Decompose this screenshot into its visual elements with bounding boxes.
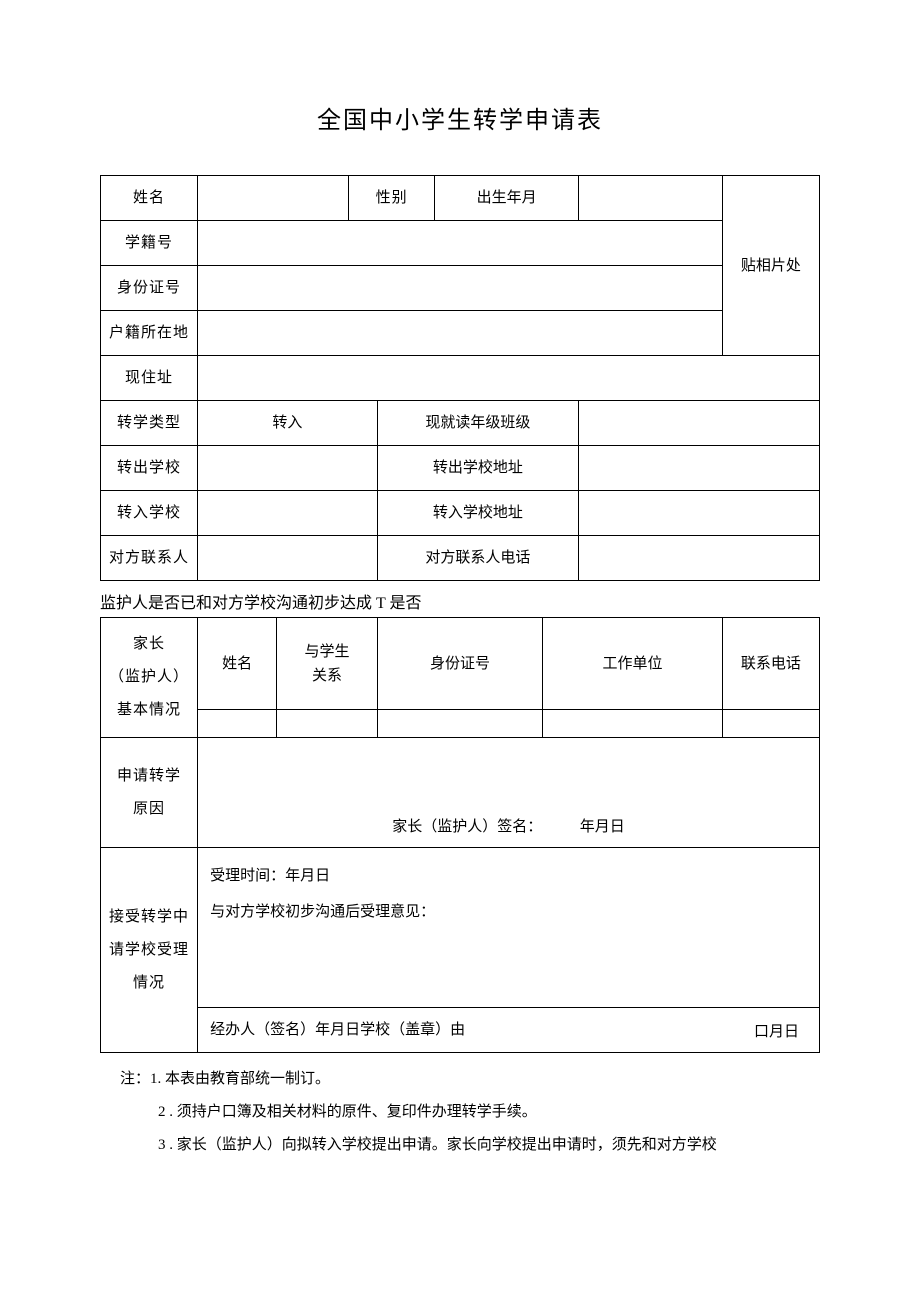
page-title: 全国中小学生转学申请表 bbox=[100, 100, 820, 135]
note-3: 3 . 家长（监护人）向拟转入学校提出申请。家长向学校提出申请时，须先和对方学校 bbox=[120, 1129, 820, 1162]
accept-opinion: 与对方学校初步沟通后受理意见： bbox=[210, 894, 807, 930]
label-id-number: 身份证号 bbox=[101, 266, 198, 311]
label-contact: 对方联系人 bbox=[101, 536, 198, 581]
field-in-school[interactable] bbox=[198, 491, 378, 536]
label-dob: 出生年月 bbox=[435, 176, 579, 221]
photo-area: 贴相片处 bbox=[722, 176, 819, 356]
reason-signature[interactable]: 家长（监护人）签名： 年月日 bbox=[198, 738, 820, 848]
label-hukou: 户籍所在地 bbox=[101, 311, 198, 356]
label-g-work: 工作单位 bbox=[543, 618, 723, 710]
label-guardian-header: 家长 （监护人） 基本情况 bbox=[101, 618, 198, 738]
label-in-school: 转入学校 bbox=[101, 491, 198, 536]
accept-time: 受理时间：年月日 bbox=[210, 858, 807, 894]
application-form-table-2: 家长 （监护人） 基本情况 姓名 与学生 关系 身份证号 工作单位 联系电话 申… bbox=[100, 617, 820, 1053]
field-transfer-type: 转入 bbox=[198, 401, 378, 446]
label-address: 现住址 bbox=[101, 356, 198, 401]
label-g-relation: 与学生 关系 bbox=[277, 618, 378, 710]
accept-date: 口月日 bbox=[643, 1008, 819, 1053]
field-g-name[interactable] bbox=[198, 710, 277, 738]
label-contact-phone: 对方联系人电话 bbox=[377, 536, 578, 581]
label-gender: 性别 bbox=[349, 176, 435, 221]
label-in-school-addr: 转入学校地址 bbox=[377, 491, 578, 536]
field-g-id[interactable] bbox=[377, 710, 542, 738]
field-address[interactable] bbox=[198, 356, 820, 401]
accept-bottom[interactable]: 经办人（签名）年月日学校（盖章）由 bbox=[198, 1008, 644, 1053]
label-g-phone: 联系电话 bbox=[722, 618, 819, 710]
field-current-grade[interactable] bbox=[579, 401, 820, 446]
field-g-work[interactable] bbox=[543, 710, 723, 738]
label-g-id: 身份证号 bbox=[377, 618, 542, 710]
label-g-name: 姓名 bbox=[198, 618, 277, 710]
field-in-school-addr[interactable] bbox=[579, 491, 820, 536]
field-g-relation[interactable] bbox=[277, 710, 378, 738]
notes-prefix: 注： bbox=[120, 1071, 150, 1087]
field-name[interactable] bbox=[198, 176, 349, 221]
field-out-school[interactable] bbox=[198, 446, 378, 491]
label-out-school-addr: 转出学校地址 bbox=[377, 446, 578, 491]
label-accept-header: 接受转学中 请学校受理 情况 bbox=[101, 848, 198, 1053]
field-out-school-addr[interactable] bbox=[579, 446, 820, 491]
field-contact[interactable] bbox=[198, 536, 378, 581]
field-g-phone[interactable] bbox=[722, 710, 819, 738]
notes: 注：1. 本表由教育部统一制订。 2 . 须持户口簿及相关材料的原件、复印件办理… bbox=[100, 1063, 820, 1162]
field-dob[interactable] bbox=[579, 176, 723, 221]
field-id-number[interactable] bbox=[198, 266, 723, 311]
accept-block[interactable]: 受理时间：年月日 与对方学校初步沟通后受理意见： bbox=[198, 848, 820, 1008]
label-name: 姓名 bbox=[101, 176, 198, 221]
application-form-table: 姓名 性别 出生年月 贴相片处 学籍号 身份证号 户籍所在地 现住址 转学类型 … bbox=[100, 175, 820, 581]
label-reason: 申请转学 原因 bbox=[101, 738, 198, 848]
field-hukou[interactable] bbox=[198, 311, 723, 356]
between-text: 监护人是否已和对方学校沟通初步达成 T 是否 bbox=[100, 581, 820, 617]
note-1: 1. 本表由教育部统一制订。 bbox=[150, 1071, 330, 1087]
label-student-id: 学籍号 bbox=[101, 221, 198, 266]
field-student-id[interactable] bbox=[198, 221, 723, 266]
label-transfer-type: 转学类型 bbox=[101, 401, 198, 446]
label-current-grade: 现就读年级班级 bbox=[377, 401, 578, 446]
field-contact-phone[interactable] bbox=[579, 536, 820, 581]
note-2: 2 . 须持户口簿及相关材料的原件、复印件办理转学手续。 bbox=[120, 1096, 820, 1129]
label-out-school: 转出学校 bbox=[101, 446, 198, 491]
